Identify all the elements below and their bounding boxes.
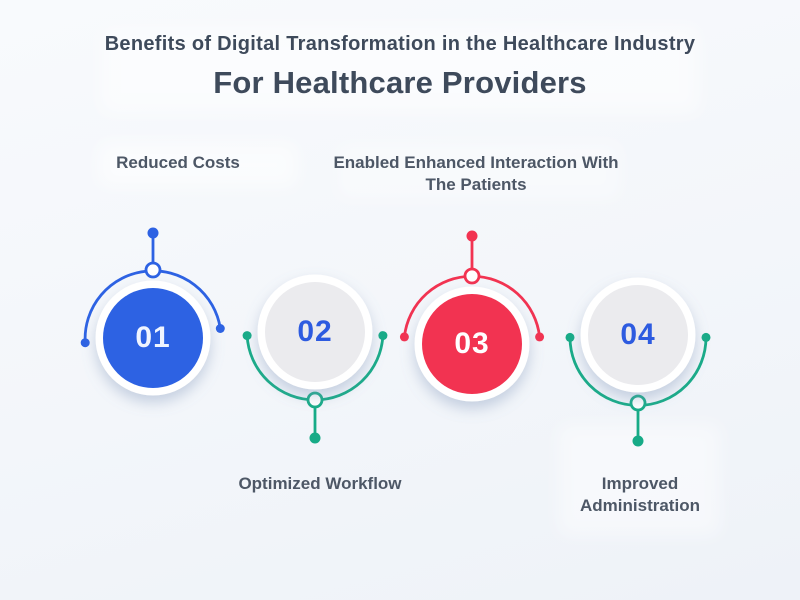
step-02-arc-decoration bbox=[242, 331, 388, 444]
step-03-label: Enabled Enhanced Interaction With The Pa… bbox=[333, 153, 619, 195]
step-04-arc-end-dot bbox=[701, 332, 711, 342]
step-01-stem-dot bbox=[147, 227, 159, 239]
step-03-stem-dot bbox=[466, 230, 478, 242]
step-04-label: Improved Administration bbox=[580, 474, 700, 516]
step-02-circle-fill bbox=[265, 282, 365, 382]
step-02-circle bbox=[257, 274, 373, 390]
step-03-circle bbox=[414, 286, 530, 402]
step-04-circle-fill bbox=[588, 285, 688, 385]
step-02-arc-end-dot bbox=[378, 331, 388, 341]
step-02-node-ring bbox=[306, 391, 324, 409]
step-01-circle-fill bbox=[103, 288, 203, 388]
step-01-label: Reduced Costs bbox=[116, 153, 240, 172]
step-04-stem-dot bbox=[632, 435, 644, 447]
background-highlight bbox=[100, 26, 700, 114]
step-03-arc-decoration bbox=[399, 230, 545, 342]
step-01-number: 01 bbox=[135, 321, 171, 354]
step-01-node-ring bbox=[144, 261, 162, 279]
step-03-circle-fill bbox=[422, 294, 522, 394]
infographic-title: Benefits of Digital Transformation in th… bbox=[104, 33, 696, 55]
step-01-arc-end-dot bbox=[80, 338, 90, 348]
step-03-number: 03 bbox=[454, 327, 490, 360]
step-01-arc-decoration bbox=[80, 227, 225, 348]
step-03-arc-end-dot bbox=[399, 332, 409, 342]
step-01-circle bbox=[95, 280, 211, 396]
step-04-number: 04 bbox=[620, 318, 656, 351]
step-04-node-ring bbox=[629, 394, 647, 412]
step-02-stem-dot bbox=[309, 432, 321, 444]
background-highlight bbox=[336, 142, 621, 200]
infographic-subtitle: For Healthcare Providers bbox=[213, 65, 587, 100]
step-04-arc-decoration bbox=[565, 332, 711, 447]
step-01-arc-end-dot bbox=[215, 324, 225, 333]
step-02-label: Optimized Workflow bbox=[238, 474, 402, 493]
background-highlight bbox=[98, 142, 298, 188]
step-03-arc-end-dot bbox=[535, 332, 545, 342]
step-02-arc-end-dot bbox=[242, 331, 252, 341]
step-04-arc-end-dot bbox=[565, 332, 575, 342]
step-03-node-ring bbox=[463, 267, 481, 285]
step-02-number: 02 bbox=[297, 315, 333, 348]
step-04-circle bbox=[580, 277, 696, 393]
